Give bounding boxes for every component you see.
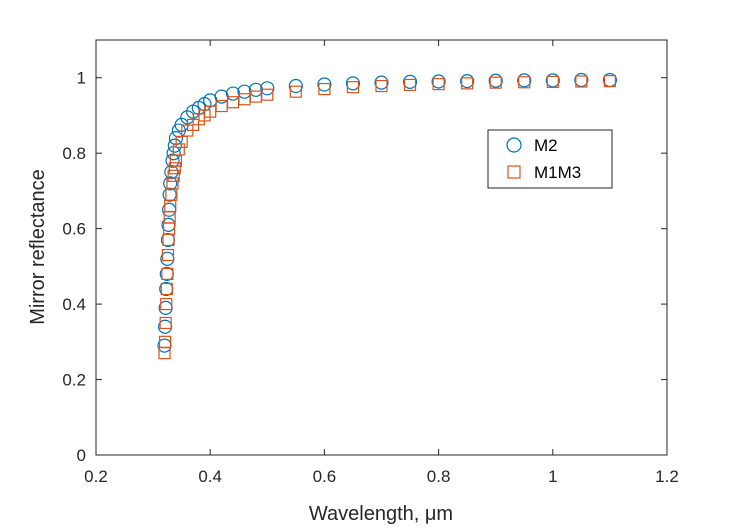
legend: M2 M1M3 xyxy=(487,129,613,189)
data-point-m2 xyxy=(165,153,180,168)
data-point-m1m3 xyxy=(160,282,173,296)
data-layer xyxy=(157,72,618,360)
data-point-m2 xyxy=(374,75,389,90)
y-tick-label: 0 xyxy=(77,446,86,465)
x-tick-label: 0.8 xyxy=(427,467,451,486)
x-tick-label: 0.6 xyxy=(313,467,337,486)
series-m2 xyxy=(157,72,618,353)
y-tick-label: 0.6 xyxy=(62,220,86,239)
y-tick-label: 0.2 xyxy=(62,371,86,390)
data-point-m2 xyxy=(402,74,418,89)
data-point-m1m3 xyxy=(167,169,180,182)
data-point-m2 xyxy=(460,74,475,89)
data-point-m1m3 xyxy=(166,177,179,190)
data-point-m1m3 xyxy=(346,81,360,94)
data-point-m2 xyxy=(288,78,303,94)
data-point-m1m3 xyxy=(603,75,617,88)
legend-marker-m2 xyxy=(506,137,522,153)
data-point-m1m3 xyxy=(403,78,417,91)
y-tick-label: 0.4 xyxy=(62,295,86,314)
legend-marker-m1m3 xyxy=(507,165,521,179)
x-tick-label: 1.2 xyxy=(655,467,679,486)
data-point-m2 xyxy=(488,73,503,88)
plot-area xyxy=(96,40,667,455)
data-point-m2 xyxy=(167,138,182,153)
y-axis-label: Mirror reflectance xyxy=(27,169,49,325)
series-m1m3 xyxy=(158,75,617,360)
data-point-m1m3 xyxy=(432,78,445,91)
legend-label: M2 xyxy=(534,136,558,155)
x-axis-label: Wavelength, μm xyxy=(309,503,453,525)
data-point-m2 xyxy=(317,77,332,92)
tick-layer: 0.2 0.4 0.6 0.8 1 1.2 0 0.2 0.4 0.6 0.8 1 xyxy=(62,40,679,486)
data-point-m1m3 xyxy=(160,297,173,311)
data-point-m1m3 xyxy=(168,162,181,175)
data-point-m2 xyxy=(517,73,532,88)
data-point-m1m3 xyxy=(172,143,185,156)
data-point-m1m3 xyxy=(289,85,302,98)
data-point-m2 xyxy=(260,81,275,96)
axes-box xyxy=(95,39,668,456)
data-point-m1m3 xyxy=(489,76,502,89)
data-point-m2 xyxy=(345,76,361,91)
legend-label: M1M3 xyxy=(534,163,581,182)
data-point-m1m3 xyxy=(461,77,474,90)
y-tick-label: 1 xyxy=(77,69,86,88)
y-tick-label: 0.8 xyxy=(62,144,86,163)
data-point-m1m3 xyxy=(546,75,559,88)
x-tick-label: 0.4 xyxy=(198,467,222,486)
data-point-m1m3 xyxy=(575,75,588,88)
data-point-m1m3 xyxy=(158,335,172,348)
data-point-m1m3 xyxy=(518,76,531,89)
data-point-m1m3 xyxy=(375,79,388,93)
data-point-m2 xyxy=(163,176,178,191)
x-tick-label: 0.2 xyxy=(84,467,108,486)
data-point-m2 xyxy=(164,164,179,180)
data-point-m1m3 xyxy=(161,248,175,262)
data-point-m1m3 xyxy=(159,316,172,330)
x-tick-label: 1 xyxy=(548,467,557,486)
data-point-m1m3 xyxy=(261,88,274,101)
data-point-m1m3 xyxy=(318,82,331,96)
data-point-m1m3 xyxy=(161,267,174,281)
data-point-m2 xyxy=(162,187,177,202)
data-point-m2 xyxy=(431,74,446,89)
